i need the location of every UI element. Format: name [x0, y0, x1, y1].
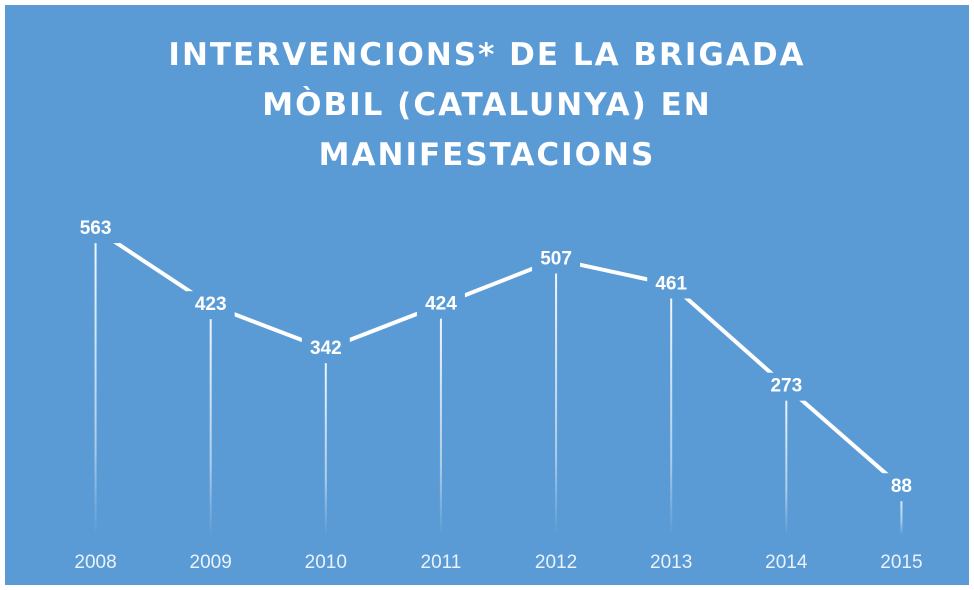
data-label: 563 — [80, 218, 112, 239]
data-label: 424 — [425, 294, 457, 315]
x-tick-label: 2013 — [650, 552, 692, 573]
label-background — [301, 335, 350, 364]
x-tick-label: 2009 — [190, 552, 232, 573]
drop-line — [555, 259, 558, 535]
label-background — [71, 215, 120, 244]
data-line — [94, 227, 903, 489]
label-background — [877, 473, 926, 502]
drop-line — [324, 349, 327, 535]
drop-line — [94, 229, 97, 535]
drop-line — [785, 386, 788, 535]
data-label: 423 — [195, 294, 227, 315]
data-label: 461 — [655, 274, 687, 295]
data-label: 88 — [891, 476, 912, 497]
drop-line — [209, 305, 212, 535]
label-background — [186, 291, 235, 320]
x-tick-label: 2011 — [421, 552, 462, 573]
x-tick-label: 2012 — [535, 552, 577, 573]
label-background — [762, 372, 811, 401]
chart-title: INTERVENCIONS* DE LA BRIGADA MÒBIL (CATA… — [168, 37, 806, 173]
label-background — [416, 290, 465, 319]
data-label: 273 — [770, 376, 802, 397]
label-background — [532, 245, 581, 274]
drop-line — [900, 487, 903, 535]
chart-background — [5, 5, 969, 585]
x-tick-label: 2014 — [765, 552, 808, 573]
data-label: 507 — [540, 249, 572, 270]
drop-line — [439, 304, 442, 535]
drop-line — [670, 284, 673, 535]
x-tick-label: 2008 — [74, 552, 116, 573]
label-background — [647, 270, 696, 299]
x-tick-label: 2010 — [305, 552, 347, 573]
x-tick-label: 2015 — [880, 552, 922, 573]
data-label: 342 — [310, 338, 342, 359]
